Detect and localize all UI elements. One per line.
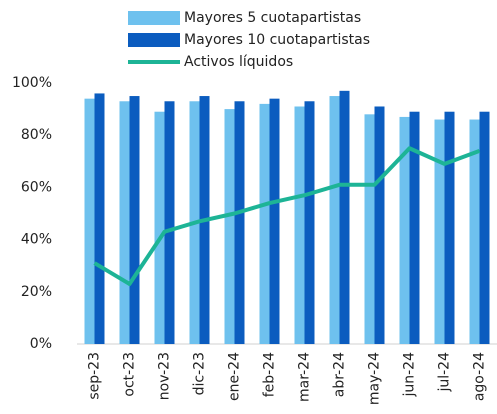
x-tick-label: jul-24: [437, 352, 453, 393]
x-tick-label: abr-24: [332, 352, 348, 397]
x-tick-label: jun-24: [402, 352, 418, 398]
x-tick-label: dic-23: [192, 352, 208, 395]
bar: [269, 98, 280, 344]
bar: [329, 96, 340, 344]
x-tick-label: ago-24: [472, 352, 488, 401]
x-tick-label: oct-23: [122, 352, 138, 397]
bar: [164, 101, 175, 345]
x-tick-label: nov-23: [157, 352, 173, 400]
x-tick-label: mar-24: [297, 352, 313, 402]
bar: [469, 119, 480, 344]
bar: [234, 101, 245, 345]
bar: [434, 119, 445, 344]
bar: [259, 103, 270, 344]
bar: [409, 111, 420, 345]
bar: [154, 111, 165, 345]
y-tick-label: 80%: [21, 127, 52, 143]
legend-label: Activos líquidos: [184, 54, 293, 70]
bar: [364, 114, 375, 344]
y-tick-label: 0%: [30, 336, 52, 352]
bar: [84, 98, 95, 344]
legend-label: Mayores 10 cuotapartistas: [184, 32, 370, 48]
bar: [304, 101, 315, 345]
legend-label: Mayores 5 cuotapartistas: [184, 10, 361, 26]
bar: [119, 101, 130, 345]
line: [93, 146, 481, 286]
x-tick-label: feb-24: [262, 352, 278, 397]
y-tick-label: 20%: [21, 284, 52, 300]
y-tick-label: 40%: [21, 232, 52, 248]
y-tick-label: 100%: [12, 75, 52, 91]
bar: [339, 90, 350, 344]
bar: [94, 93, 105, 344]
bar: [129, 96, 140, 344]
legend-swatch: [128, 11, 180, 25]
x-tick-label: sep-23: [87, 352, 103, 400]
bar: [399, 116, 410, 345]
bar: [444, 111, 455, 345]
bar: [479, 111, 490, 345]
x-tick-label: may-24: [367, 352, 383, 405]
bar: [294, 106, 305, 345]
legend-swatch: [128, 33, 180, 47]
bar: [224, 109, 235, 344]
bar: [374, 106, 385, 345]
x-tick-label: ene-24: [227, 352, 243, 401]
y-tick-label: 60%: [21, 179, 52, 195]
